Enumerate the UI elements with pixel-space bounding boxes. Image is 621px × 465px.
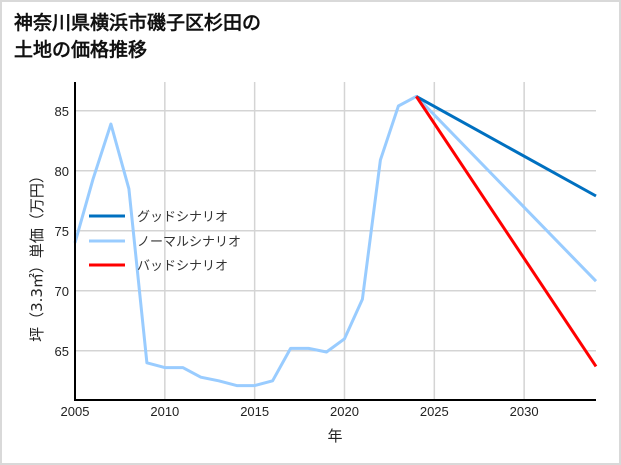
legend-label-bad: バッドシナリオ [137,259,228,274]
y-tick-label: 85 [55,104,69,119]
y-axis-label: 坪（3.3㎡）単価（万円） [28,168,46,342]
x-tick-label: 2020 [330,404,359,419]
x-axis-label: 年 [327,427,342,445]
legend: グッドシナリオ ノーマルシナリオ バッドシナリオ [89,210,241,274]
grid-lines [74,82,596,400]
legend-label-good: グッドシナリオ [137,210,228,225]
series-line-0 [415,95,597,198]
legend-label-normal: ノーマルシナリオ [137,235,241,250]
chart-title: 神奈川県横浜市磯子区杉田の 土地の価格推移 [14,10,261,64]
series-line-2 [415,95,598,368]
x-tick-labels: 2005 2010 2015 2020 2025 2030 [61,404,539,419]
title-line-2: 土地の価格推移 [14,39,148,61]
y-tick-label: 65 [55,344,69,359]
y-tick-labels: 65 70 75 80 85 [55,104,69,359]
series-line-1 [73,94,598,388]
y-tick-label: 70 [55,284,69,299]
title-line-1: 神奈川県横浜市磯子区杉田の [14,12,262,34]
x-tick-label: 2005 [61,404,90,419]
series-lines [73,94,598,388]
y-tick-label: 75 [55,224,69,239]
x-tick-label: 2010 [150,404,179,419]
x-tick-label: 2025 [420,404,449,419]
x-tick-label: 2015 [240,404,269,419]
x-tick-label: 2030 [510,404,539,419]
y-tick-label: 80 [55,164,69,179]
